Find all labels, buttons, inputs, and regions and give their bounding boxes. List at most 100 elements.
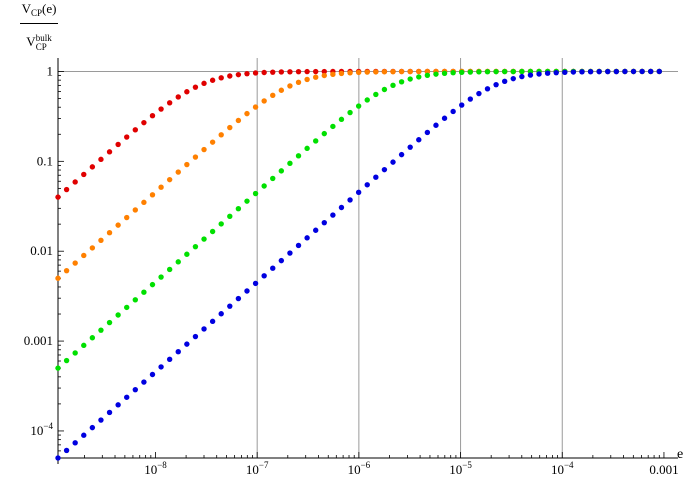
data-point <box>364 182 370 188</box>
data-point <box>252 70 259 76</box>
data-point <box>209 139 216 145</box>
data-point <box>158 106 164 112</box>
data-point <box>244 70 250 77</box>
y-label-den-symbol: V <box>26 34 36 49</box>
data-point <box>501 68 508 75</box>
data-point <box>149 113 156 119</box>
data-point <box>476 69 482 75</box>
data-point <box>149 371 156 378</box>
data-point <box>424 68 431 75</box>
data-point <box>381 166 388 173</box>
data-point <box>295 242 302 249</box>
data-point <box>209 77 216 83</box>
data-point <box>261 98 267 104</box>
x-tick-label-5: 0.001 <box>649 462 678 477</box>
data-point <box>124 394 130 400</box>
data-point <box>278 168 285 174</box>
data-point <box>459 69 465 76</box>
data-point <box>261 183 267 189</box>
data-point <box>459 102 465 108</box>
data-point <box>149 192 156 198</box>
data-point <box>381 86 388 93</box>
data-point <box>158 184 164 190</box>
data-point <box>218 311 224 317</box>
data-point <box>330 71 336 78</box>
data-point <box>270 265 276 271</box>
x-tick-label-4: 10−4 <box>551 460 574 477</box>
data-point <box>501 78 508 85</box>
y-label-num-argument: (e) <box>41 1 57 16</box>
data-point <box>381 69 388 75</box>
data-point <box>304 76 310 83</box>
data-point <box>158 274 164 280</box>
data-point <box>132 297 139 303</box>
data-point <box>81 432 87 438</box>
data-point <box>519 73 525 80</box>
data-point <box>132 127 139 133</box>
data-point <box>433 122 439 128</box>
data-point <box>484 86 491 92</box>
data-point <box>235 117 242 124</box>
data-point <box>166 266 173 273</box>
data-point <box>519 68 525 75</box>
data-point <box>201 236 207 242</box>
data-point <box>287 160 293 167</box>
data-point <box>141 119 147 126</box>
data-point <box>235 206 242 212</box>
data-point <box>330 212 336 218</box>
data-point <box>313 227 319 233</box>
data-point <box>184 341 190 347</box>
data-point <box>433 71 439 77</box>
data-point <box>175 94 181 100</box>
data-point <box>338 204 345 211</box>
data-point <box>124 134 130 140</box>
data-point <box>278 257 285 264</box>
data-point <box>630 68 637 75</box>
data-point <box>330 123 336 130</box>
data-point <box>287 250 293 256</box>
data-points <box>55 68 662 461</box>
data-point <box>89 335 96 341</box>
data-point <box>166 176 173 183</box>
data-point <box>613 68 620 75</box>
data-point <box>364 69 370 75</box>
data-point <box>72 440 78 446</box>
data-point <box>89 164 96 170</box>
data-point <box>166 100 173 106</box>
data-point <box>63 186 70 193</box>
data-point <box>373 174 379 180</box>
data-point <box>201 326 207 332</box>
data-point <box>295 79 302 86</box>
y-label-den-scripts: bulk CP <box>36 34 52 52</box>
data-point <box>407 144 413 150</box>
data-point <box>278 69 285 75</box>
data-point <box>338 116 345 123</box>
data-point <box>184 251 190 257</box>
data-point <box>355 189 362 196</box>
data-point <box>175 349 181 355</box>
x-tick-label-3: 10−5 <box>449 460 472 477</box>
data-point <box>398 79 405 85</box>
data-point <box>81 252 87 259</box>
data-point <box>321 68 327 75</box>
data-point <box>441 70 448 77</box>
data-point <box>261 69 267 76</box>
data-point <box>141 379 147 385</box>
data-point <box>209 318 216 325</box>
data-point <box>355 69 362 76</box>
data-point <box>115 141 121 148</box>
data-point <box>304 68 310 75</box>
data-point <box>192 333 199 340</box>
y-label-numerator: VCP(e) <box>20 2 58 24</box>
data-point <box>287 69 293 75</box>
data-point <box>527 72 534 78</box>
data-point <box>544 70 551 76</box>
data-point <box>622 68 628 75</box>
data-point <box>98 237 104 243</box>
data-point <box>175 259 181 265</box>
data-point <box>338 70 345 77</box>
y-tick-labels: 10−4 0.001 0.01 0.1 1 <box>24 63 54 437</box>
y-tick-label-2: 0.01 <box>30 243 53 258</box>
data-point <box>424 129 431 136</box>
data-point <box>510 75 516 82</box>
